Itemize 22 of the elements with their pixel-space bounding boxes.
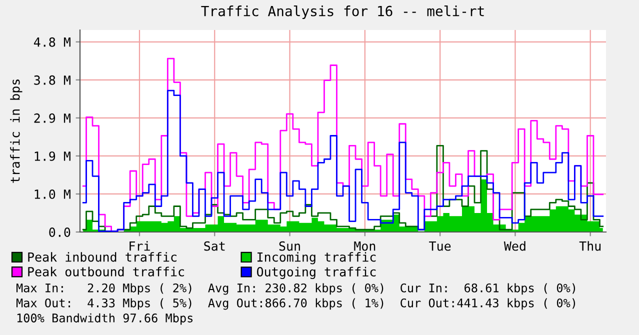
y-tick-label: 1.0 M (34, 189, 70, 199)
legend-label: Incoming traffic (258, 252, 376, 264)
text: Max Out: 4.33 Mbps ( 5%) Avg Out:866.70 kbps ( 1%) Cur Out:441.43 kbps ( 0%) (16, 298, 576, 310)
chart-title: Traffic Analysis for 16 -- meli-rt (201, 5, 484, 19)
x-tick-label: Wed (504, 241, 526, 251)
y-tick-label: 4.8 M (34, 37, 70, 47)
y-tick-label: 0.0 (49, 228, 70, 237)
x-tick-label: Tue (429, 241, 451, 251)
x-tick-label: Fri (130, 241, 150, 251)
legend-label: Peak outbound traffic (28, 266, 184, 276)
text: Max In: 2.20 Mbps ( 2%) Avg In: 230.82 kbps ( 0%) Cur In: 68.61 kbps ( 0%) (16, 283, 576, 295)
x-tick-label: Sun (279, 241, 300, 251)
text: 100% Bandwidth 97.66 Mbps (17, 313, 193, 325)
legend-label: Peak inbound traffic (28, 252, 176, 262)
y-tick-label: 2.9 M (34, 113, 70, 123)
x-tick-label: Mon (354, 241, 376, 251)
x-tick-label: Thu (579, 241, 601, 251)
y-axis-title: traffic in bps (10, 80, 22, 183)
x-tick-label: Sat (204, 241, 225, 251)
legend-label: Outgoing traffic (257, 266, 376, 279)
y-tick-label: 3.8 M (34, 75, 70, 85)
y-tick-label: 1.9 M (34, 151, 70, 161)
